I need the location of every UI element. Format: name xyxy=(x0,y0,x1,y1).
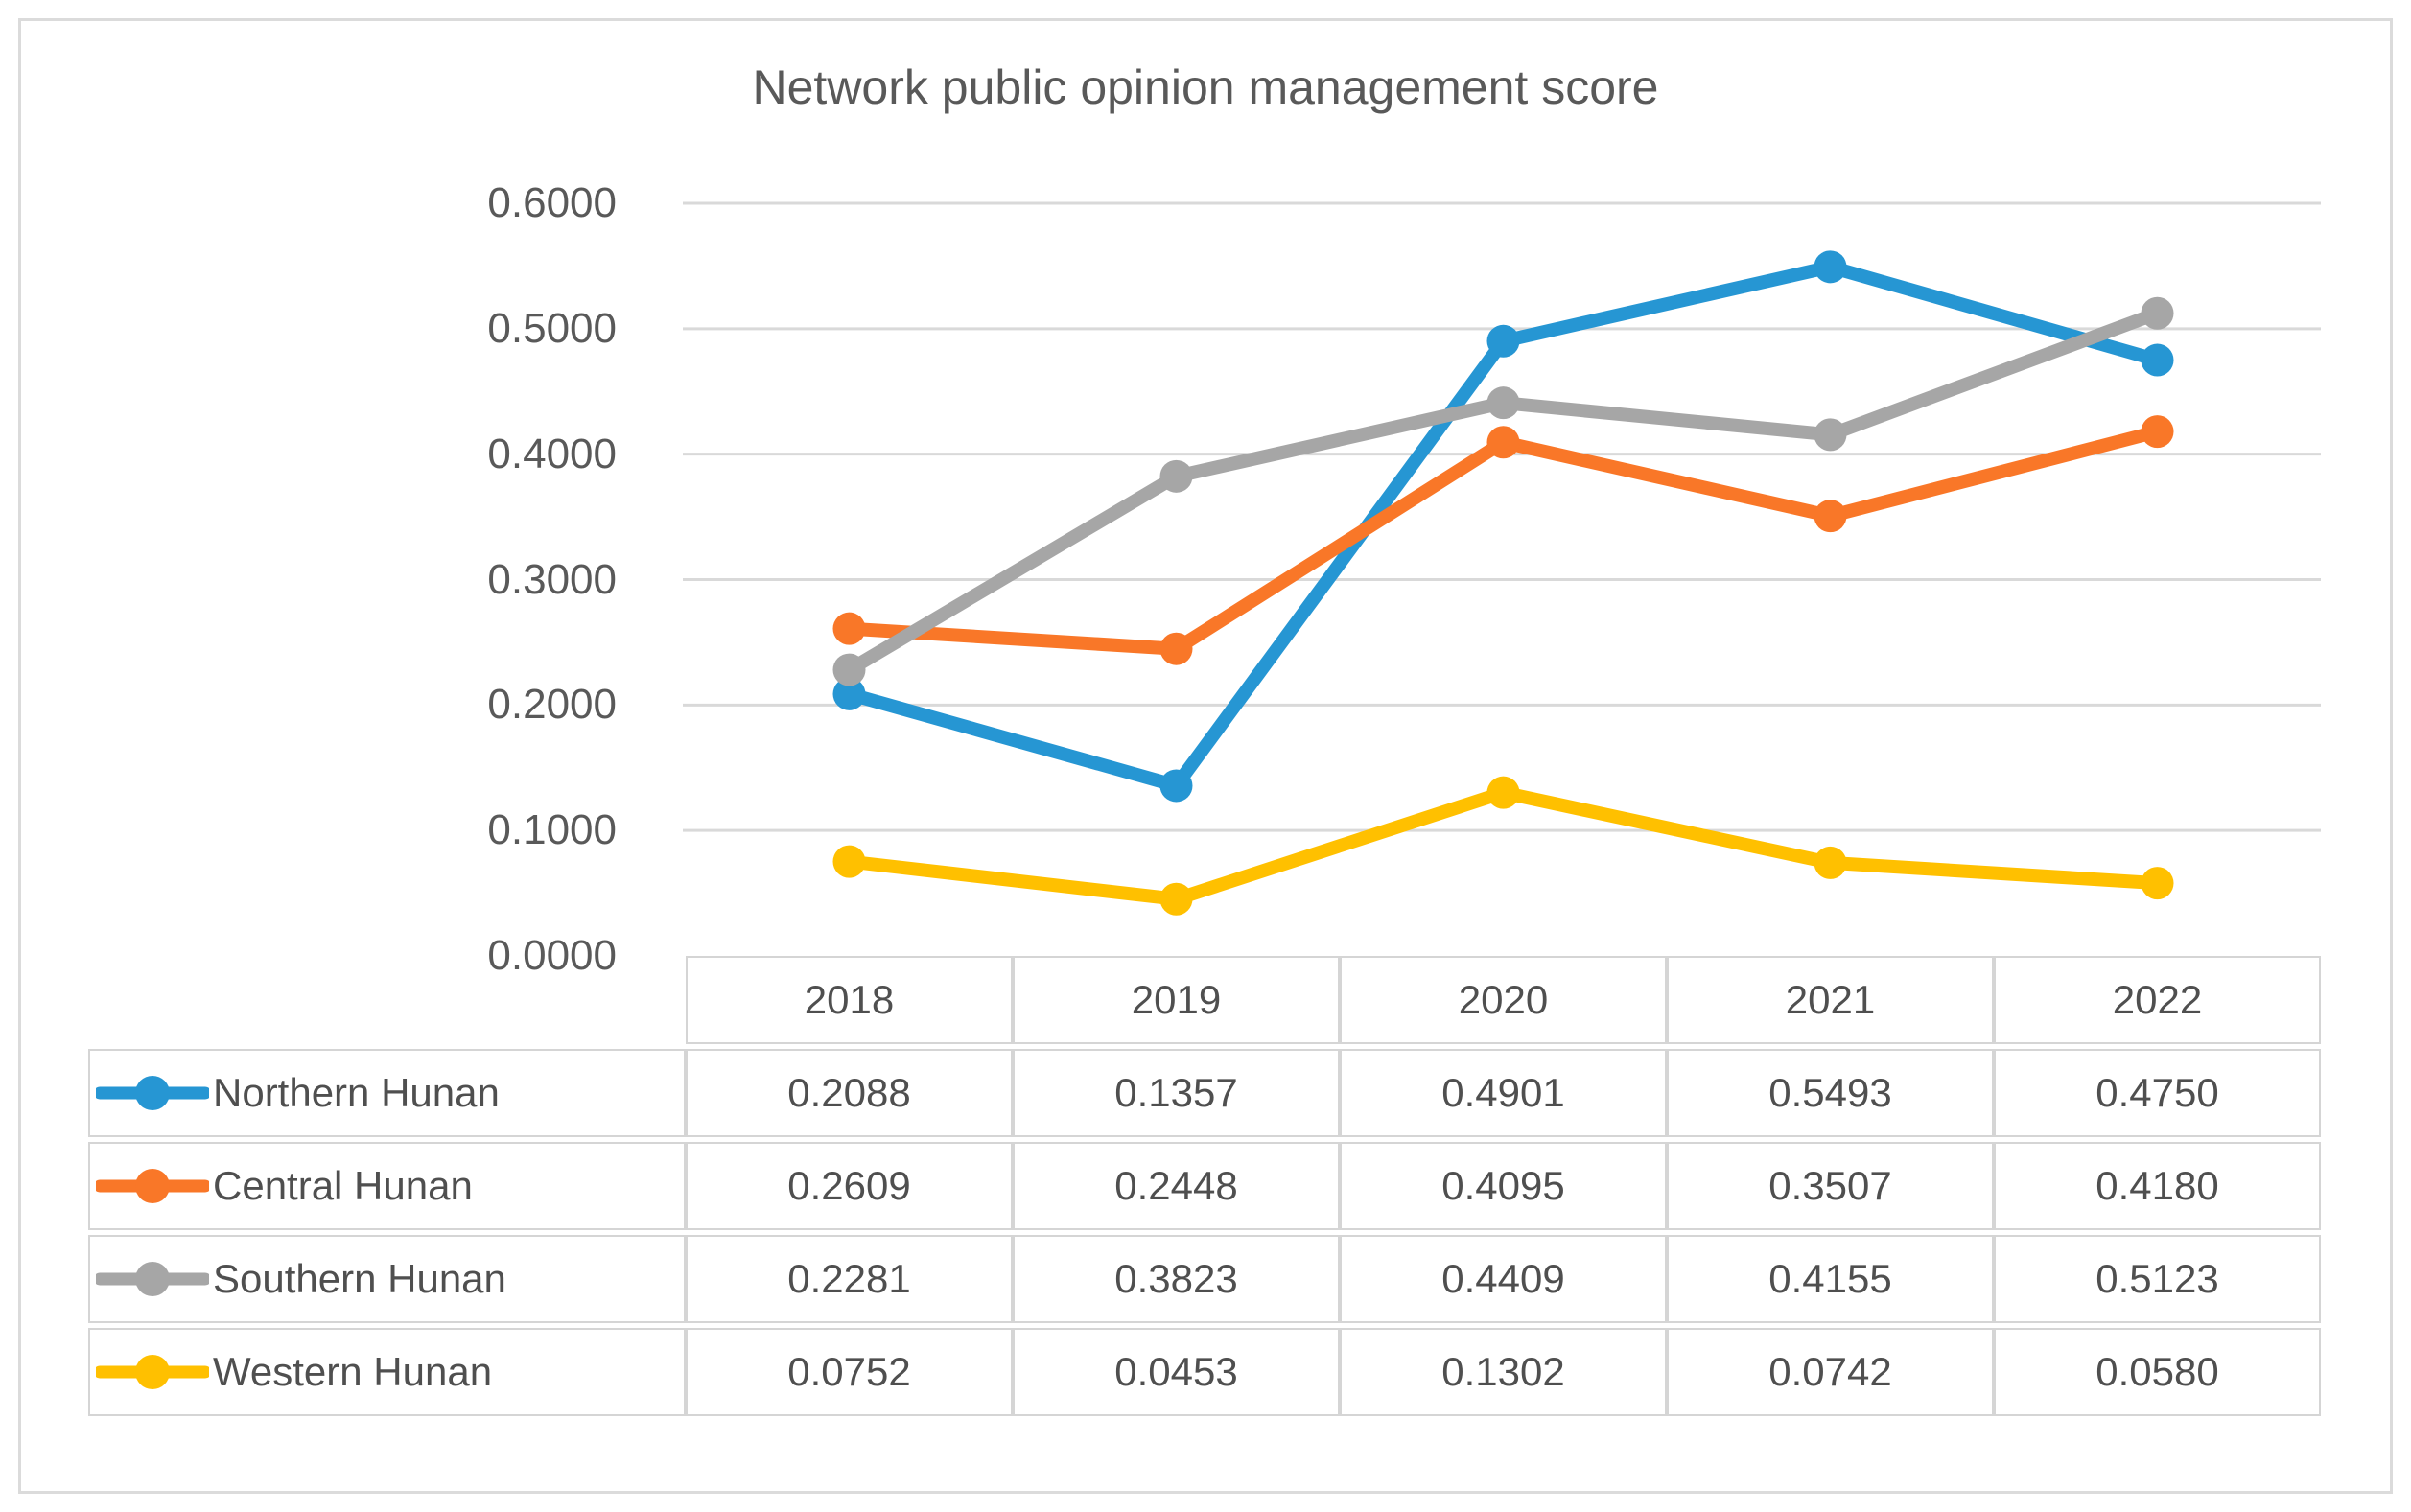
data-point-marker xyxy=(1486,324,1520,358)
value-cell: 0.4155 xyxy=(1667,1235,1994,1323)
series-name: Western Hunan xyxy=(213,1349,493,1394)
y-axis-tick-label: 0.2000 xyxy=(487,681,617,729)
value-cell: 0.4901 xyxy=(1340,1049,1667,1137)
table-corner-blank xyxy=(88,956,686,1044)
series-name: Northern Hunan xyxy=(213,1070,500,1115)
y-axis-tick-label: 0.4000 xyxy=(487,430,617,477)
value-cell: 0.0453 xyxy=(1013,1328,1340,1416)
table-row: Western Hunan 0.0752 0.0453 0.1302 0.0742 0.0… xyxy=(88,1328,2321,1416)
series-legend-cell: Southern Hunan xyxy=(88,1235,686,1323)
value-cell: 0.1357 xyxy=(1013,1049,1340,1137)
data-point-marker xyxy=(832,653,866,686)
legend-marker-icon xyxy=(96,1076,209,1110)
value-cell: 0.4095 xyxy=(1340,1142,1667,1230)
value-cell: 0.3507 xyxy=(1667,1142,1994,1230)
data-point-marker xyxy=(1814,418,1847,452)
data-point-marker xyxy=(1486,386,1520,420)
series-legend-cell: Western Hunan xyxy=(88,1328,686,1416)
data-point-marker xyxy=(2141,867,2174,900)
value-cell: 0.4180 xyxy=(1994,1142,2321,1230)
data-point-marker xyxy=(1814,846,1847,879)
value-cell: 0.2281 xyxy=(686,1235,1013,1323)
data-point-marker xyxy=(2141,343,2174,377)
legend-marker-icon xyxy=(96,1169,209,1203)
data-point-marker xyxy=(832,845,866,878)
table-row: Southern Hunan 0.2281 0.3823 0.4409 0.4155 0.… xyxy=(88,1235,2321,1323)
value-cell: 0.2448 xyxy=(1013,1142,1340,1230)
series-legend-cell: Northern Hunan xyxy=(88,1049,686,1137)
year-header-cell: 2018 xyxy=(686,956,1013,1044)
year-header-cell: 2021 xyxy=(1667,956,1994,1044)
data-point-marker xyxy=(1159,882,1193,916)
table-row: Northern Hunan 0.2088 0.1357 0.4901 0.5493 0.… xyxy=(88,1049,2321,1137)
value-cell: 0.2609 xyxy=(686,1142,1013,1230)
y-axis-tick-label: 0.1000 xyxy=(487,806,617,854)
data-point-marker xyxy=(832,677,866,710)
series-line-central-hunan xyxy=(842,425,2165,656)
data-point-marker xyxy=(2141,415,2174,449)
table-row: Central Hunan 0.2609 0.2448 0.4095 0.3507 0.4… xyxy=(88,1142,2321,1230)
year-header-cell: 2020 xyxy=(1340,956,1667,1044)
y-axis-tick-label: 0.6000 xyxy=(487,179,617,226)
table-header-row: 2018 2019 2020 2021 2022 xyxy=(88,956,2321,1044)
chart-title: Network public opinion management score xyxy=(752,60,1659,114)
value-cell: 0.0580 xyxy=(1994,1328,2321,1416)
value-cell: 0.5123 xyxy=(1994,1235,2321,1323)
data-point-marker xyxy=(1159,459,1193,493)
data-point-marker xyxy=(1486,776,1520,809)
y-axis-tick-label: 0.0000 xyxy=(487,932,617,979)
data-point-marker xyxy=(1159,769,1193,803)
year-header-cell: 2022 xyxy=(1994,956,2321,1044)
data-point-marker xyxy=(1486,426,1520,459)
legend-marker-icon xyxy=(96,1355,209,1389)
year-header-cell: 2019 xyxy=(1013,956,1340,1044)
data-table: 2018 2019 2020 2021 2022 Northern Hunan 0.2088… xyxy=(88,951,2321,1421)
value-cell: 0.1302 xyxy=(1340,1328,1667,1416)
value-cell: 0.0752 xyxy=(686,1328,1013,1416)
series-name: Southern Hunan xyxy=(213,1256,506,1301)
value-cell: 0.0742 xyxy=(1667,1328,1994,1416)
value-cell: 0.3823 xyxy=(1013,1235,1340,1323)
value-cell: 0.4409 xyxy=(1340,1235,1667,1323)
y-axis-tick-label: 0.3000 xyxy=(487,555,617,603)
data-point-marker xyxy=(832,612,866,645)
value-cell: 0.4750 xyxy=(1994,1049,2321,1137)
data-point-marker xyxy=(1159,632,1193,665)
value-cell: 0.2088 xyxy=(686,1049,1013,1137)
series-legend-cell: Central Hunan xyxy=(88,1142,686,1230)
value-cell: 0.5493 xyxy=(1667,1049,1994,1137)
data-point-marker xyxy=(1814,250,1847,284)
series-line-southern-hunan xyxy=(842,306,2165,677)
data-point-marker xyxy=(2141,296,2174,330)
y-axis-tick-label: 0.5000 xyxy=(487,304,617,352)
data-point-marker xyxy=(1814,500,1847,533)
series-name: Central Hunan xyxy=(213,1163,473,1208)
legend-marker-icon xyxy=(96,1262,209,1296)
